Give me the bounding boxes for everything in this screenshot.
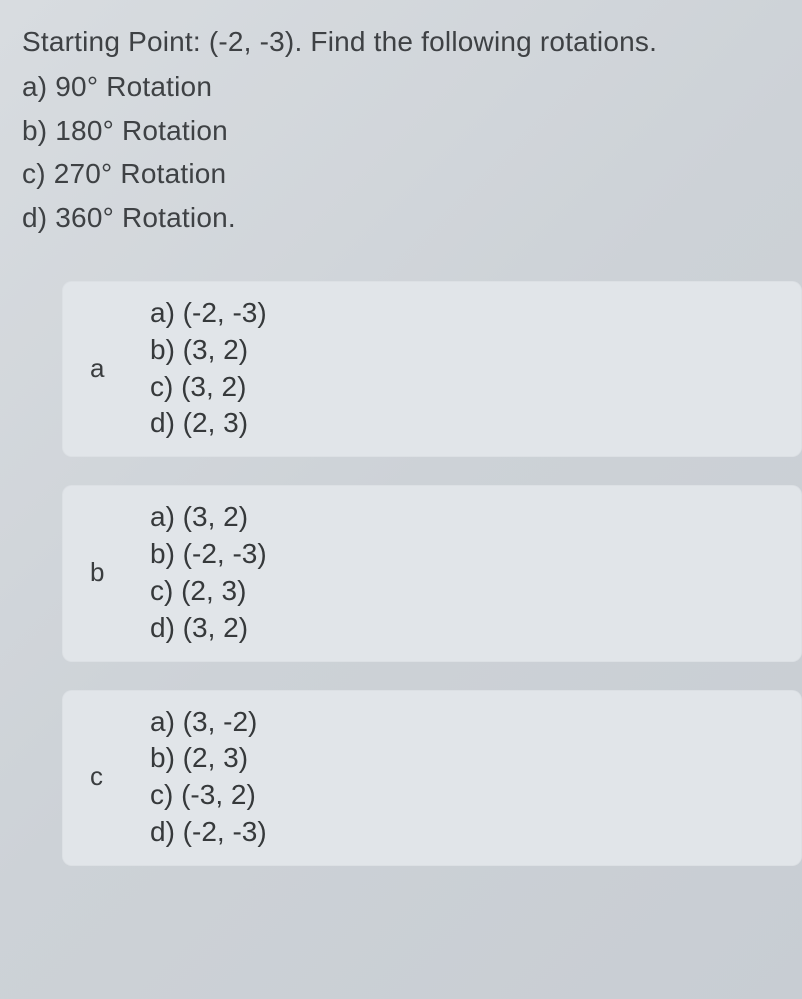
option-letter: a	[80, 353, 150, 384]
question-intro: Starting Point: (-2, -3). Find the follo…	[22, 20, 802, 63]
option-lines: a) (3, 2) b) (-2, -3) c) (2, 3) d) (3, 2…	[150, 499, 267, 645]
option-lines: a) (3, -2) b) (2, 3) c) (-3, 2) d) (-2, …	[150, 704, 267, 850]
option-line: b) (-2, -3)	[150, 536, 267, 572]
option-card-a[interactable]: a a) (-2, -3) b) (3, 2) c) (3, 2) d) (2,…	[62, 281, 802, 457]
option-lines: a) (-2, -3) b) (3, 2) c) (3, 2) d) (2, 3…	[150, 295, 267, 441]
option-card-c[interactable]: c a) (3, -2) b) (2, 3) c) (-3, 2) d) (-2…	[62, 690, 802, 866]
question-part-a: a) 90° Rotation	[22, 65, 802, 108]
option-line: c) (3, 2)	[150, 369, 267, 405]
option-line: a) (-2, -3)	[150, 295, 267, 331]
option-line: d) (3, 2)	[150, 610, 267, 646]
option-line: c) (-3, 2)	[150, 777, 267, 813]
question-block: Starting Point: (-2, -3). Find the follo…	[22, 20, 802, 239]
question-part-d: d) 360° Rotation.	[22, 196, 802, 239]
option-line: a) (3, 2)	[150, 499, 267, 535]
part-text: 180° Rotation	[55, 115, 228, 146]
part-label: a)	[22, 71, 47, 102]
part-label: c)	[22, 158, 46, 189]
option-letter: b	[80, 557, 150, 588]
option-line: d) (-2, -3)	[150, 814, 267, 850]
part-label: b)	[22, 115, 47, 146]
part-text: 270° Rotation	[54, 158, 227, 189]
answer-options: a a) (-2, -3) b) (3, 2) c) (3, 2) d) (2,…	[22, 281, 802, 866]
option-line: a) (3, -2)	[150, 704, 267, 740]
option-line: d) (2, 3)	[150, 405, 267, 441]
option-letter: c	[80, 761, 150, 792]
part-label: d)	[22, 202, 47, 233]
part-text: 360° Rotation.	[55, 202, 236, 233]
option-line: b) (3, 2)	[150, 332, 267, 368]
question-part-c: c) 270° Rotation	[22, 152, 802, 195]
part-text: 90° Rotation	[55, 71, 212, 102]
question-part-b: b) 180° Rotation	[22, 109, 802, 152]
option-card-b[interactable]: b a) (3, 2) b) (-2, -3) c) (2, 3) d) (3,…	[62, 485, 802, 661]
option-line: c) (2, 3)	[150, 573, 267, 609]
option-line: b) (2, 3)	[150, 740, 267, 776]
